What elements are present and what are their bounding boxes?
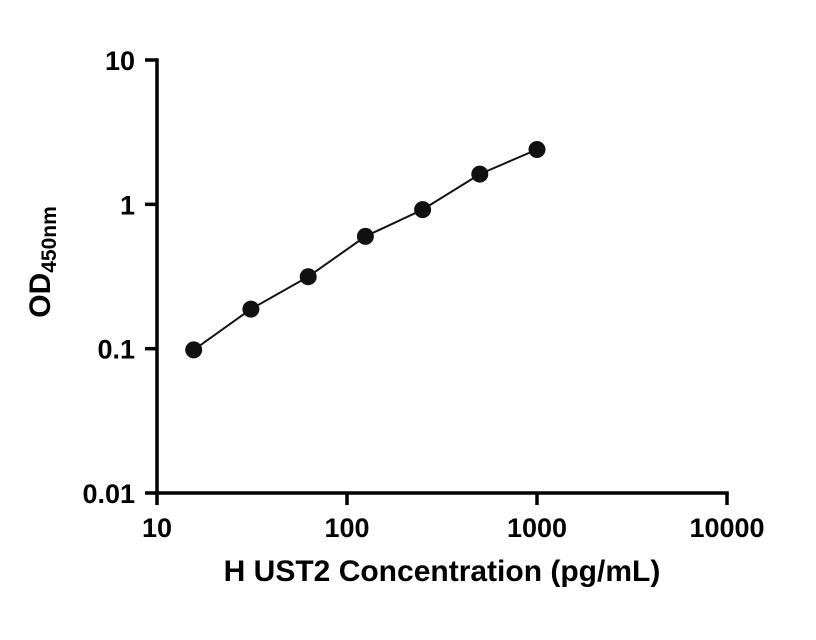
data-point bbox=[356, 227, 374, 245]
y-axis-title: OD450nm bbox=[24, 206, 61, 318]
data-point bbox=[528, 141, 546, 158]
y-tick-label: 1 bbox=[120, 190, 135, 220]
x-tick-label: 100 bbox=[324, 513, 369, 543]
x-axis-title: H UST2 Concentration (pg/mL) bbox=[224, 555, 661, 588]
y-tick-label: 10 bbox=[105, 46, 135, 76]
x-tick-label: 1000 bbox=[507, 513, 567, 543]
data-point bbox=[299, 268, 317, 286]
axes-layer: 10 100 1000 10000 10 1 0.1 0.01 bbox=[82, 46, 764, 543]
y-axis-title-subscript: 450nm bbox=[38, 206, 61, 273]
data-point bbox=[242, 300, 260, 318]
x-tick-label: 10000 bbox=[689, 513, 764, 543]
data-point bbox=[414, 201, 432, 219]
series-layer bbox=[185, 141, 546, 359]
y-tick-label: 0.01 bbox=[82, 479, 135, 509]
x-tick-label: 10 bbox=[142, 513, 172, 543]
data-point bbox=[471, 165, 489, 183]
data-point bbox=[185, 341, 203, 359]
y-axis-title-main: OD bbox=[24, 273, 57, 318]
y-tick-label: 0.1 bbox=[97, 335, 135, 365]
